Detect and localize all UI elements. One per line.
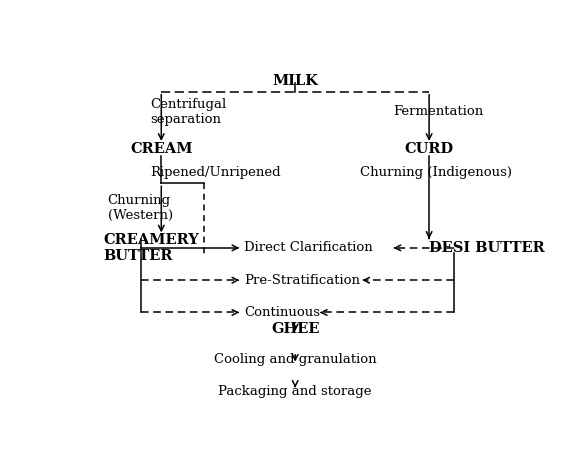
- Text: CREAM: CREAM: [130, 142, 192, 156]
- Text: Direct Clarification: Direct Clarification: [244, 241, 373, 254]
- Text: Fermentation: Fermentation: [393, 105, 484, 118]
- Text: Pre-Stratification: Pre-Stratification: [244, 274, 360, 287]
- Text: Cooling and granulation: Cooling and granulation: [214, 353, 377, 366]
- Text: DESI BUTTER: DESI BUTTER: [429, 241, 545, 255]
- Text: Ripened/Unripened: Ripened/Unripened: [150, 166, 281, 179]
- Text: Centrifugal
separation: Centrifugal separation: [150, 97, 226, 125]
- Text: CURD: CURD: [404, 142, 454, 156]
- Text: GHEE: GHEE: [271, 322, 320, 336]
- Text: Packaging and storage: Packaging and storage: [218, 385, 372, 398]
- Text: Churning (Indigenous): Churning (Indigenous): [360, 166, 512, 179]
- Text: MILK: MILK: [272, 74, 318, 88]
- Text: CREAMERY
BUTTER: CREAMERY BUTTER: [103, 233, 199, 263]
- Text: Churning
(Western): Churning (Western): [108, 194, 173, 222]
- Text: Continuous: Continuous: [244, 306, 320, 319]
